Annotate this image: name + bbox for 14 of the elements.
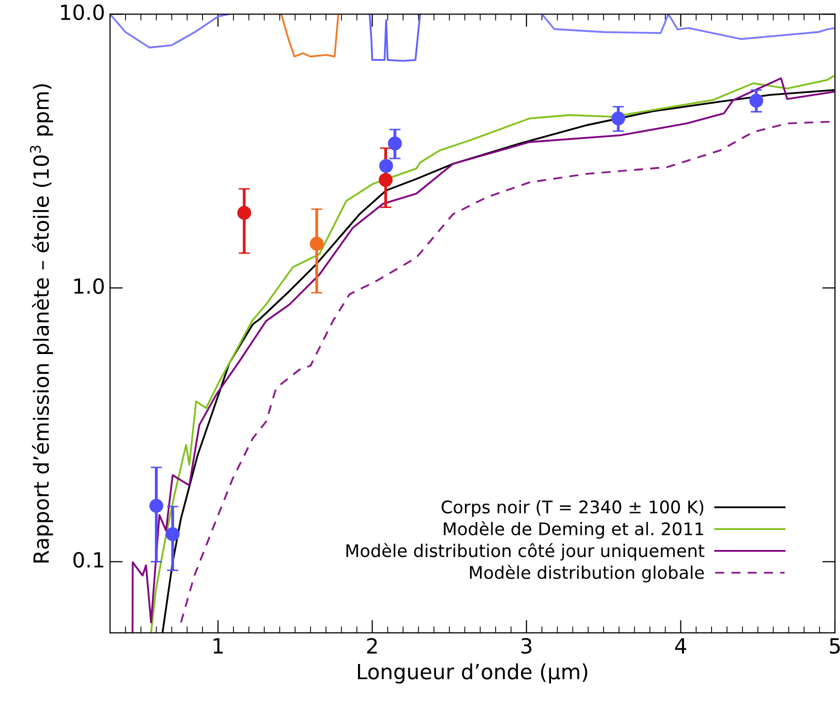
- y-tick-label: 0.1: [73, 552, 104, 568]
- x-tick-label: 5: [830, 638, 840, 654]
- y-tick-label: 1.0: [74, 278, 104, 294]
- y-axis-title: Rapport d’émission planète – étoile (10$^{3}$ ppm): [30, 84, 54, 562]
- legend-label: Corps noir (T = 2340 ± 100 K): [442, 500, 704, 517]
- legend-label: Modèle distribution côté jour uniquement: [346, 543, 704, 561]
- legend-label: Modèle de Deming et al. 2011: [444, 521, 704, 539]
- legend-label: Modèle distribution globale: [470, 564, 704, 582]
- x-tick-label: 1: [214, 638, 223, 654]
- x-tick-label: 4: [675, 638, 686, 654]
- x-axis-title: Longueur d’onde (µm): [358, 663, 588, 684]
- x-tick-label: 2: [367, 638, 377, 654]
- x-tick-label: 3: [521, 638, 532, 654]
- y-tick-label: 10.0: [61, 4, 104, 20]
